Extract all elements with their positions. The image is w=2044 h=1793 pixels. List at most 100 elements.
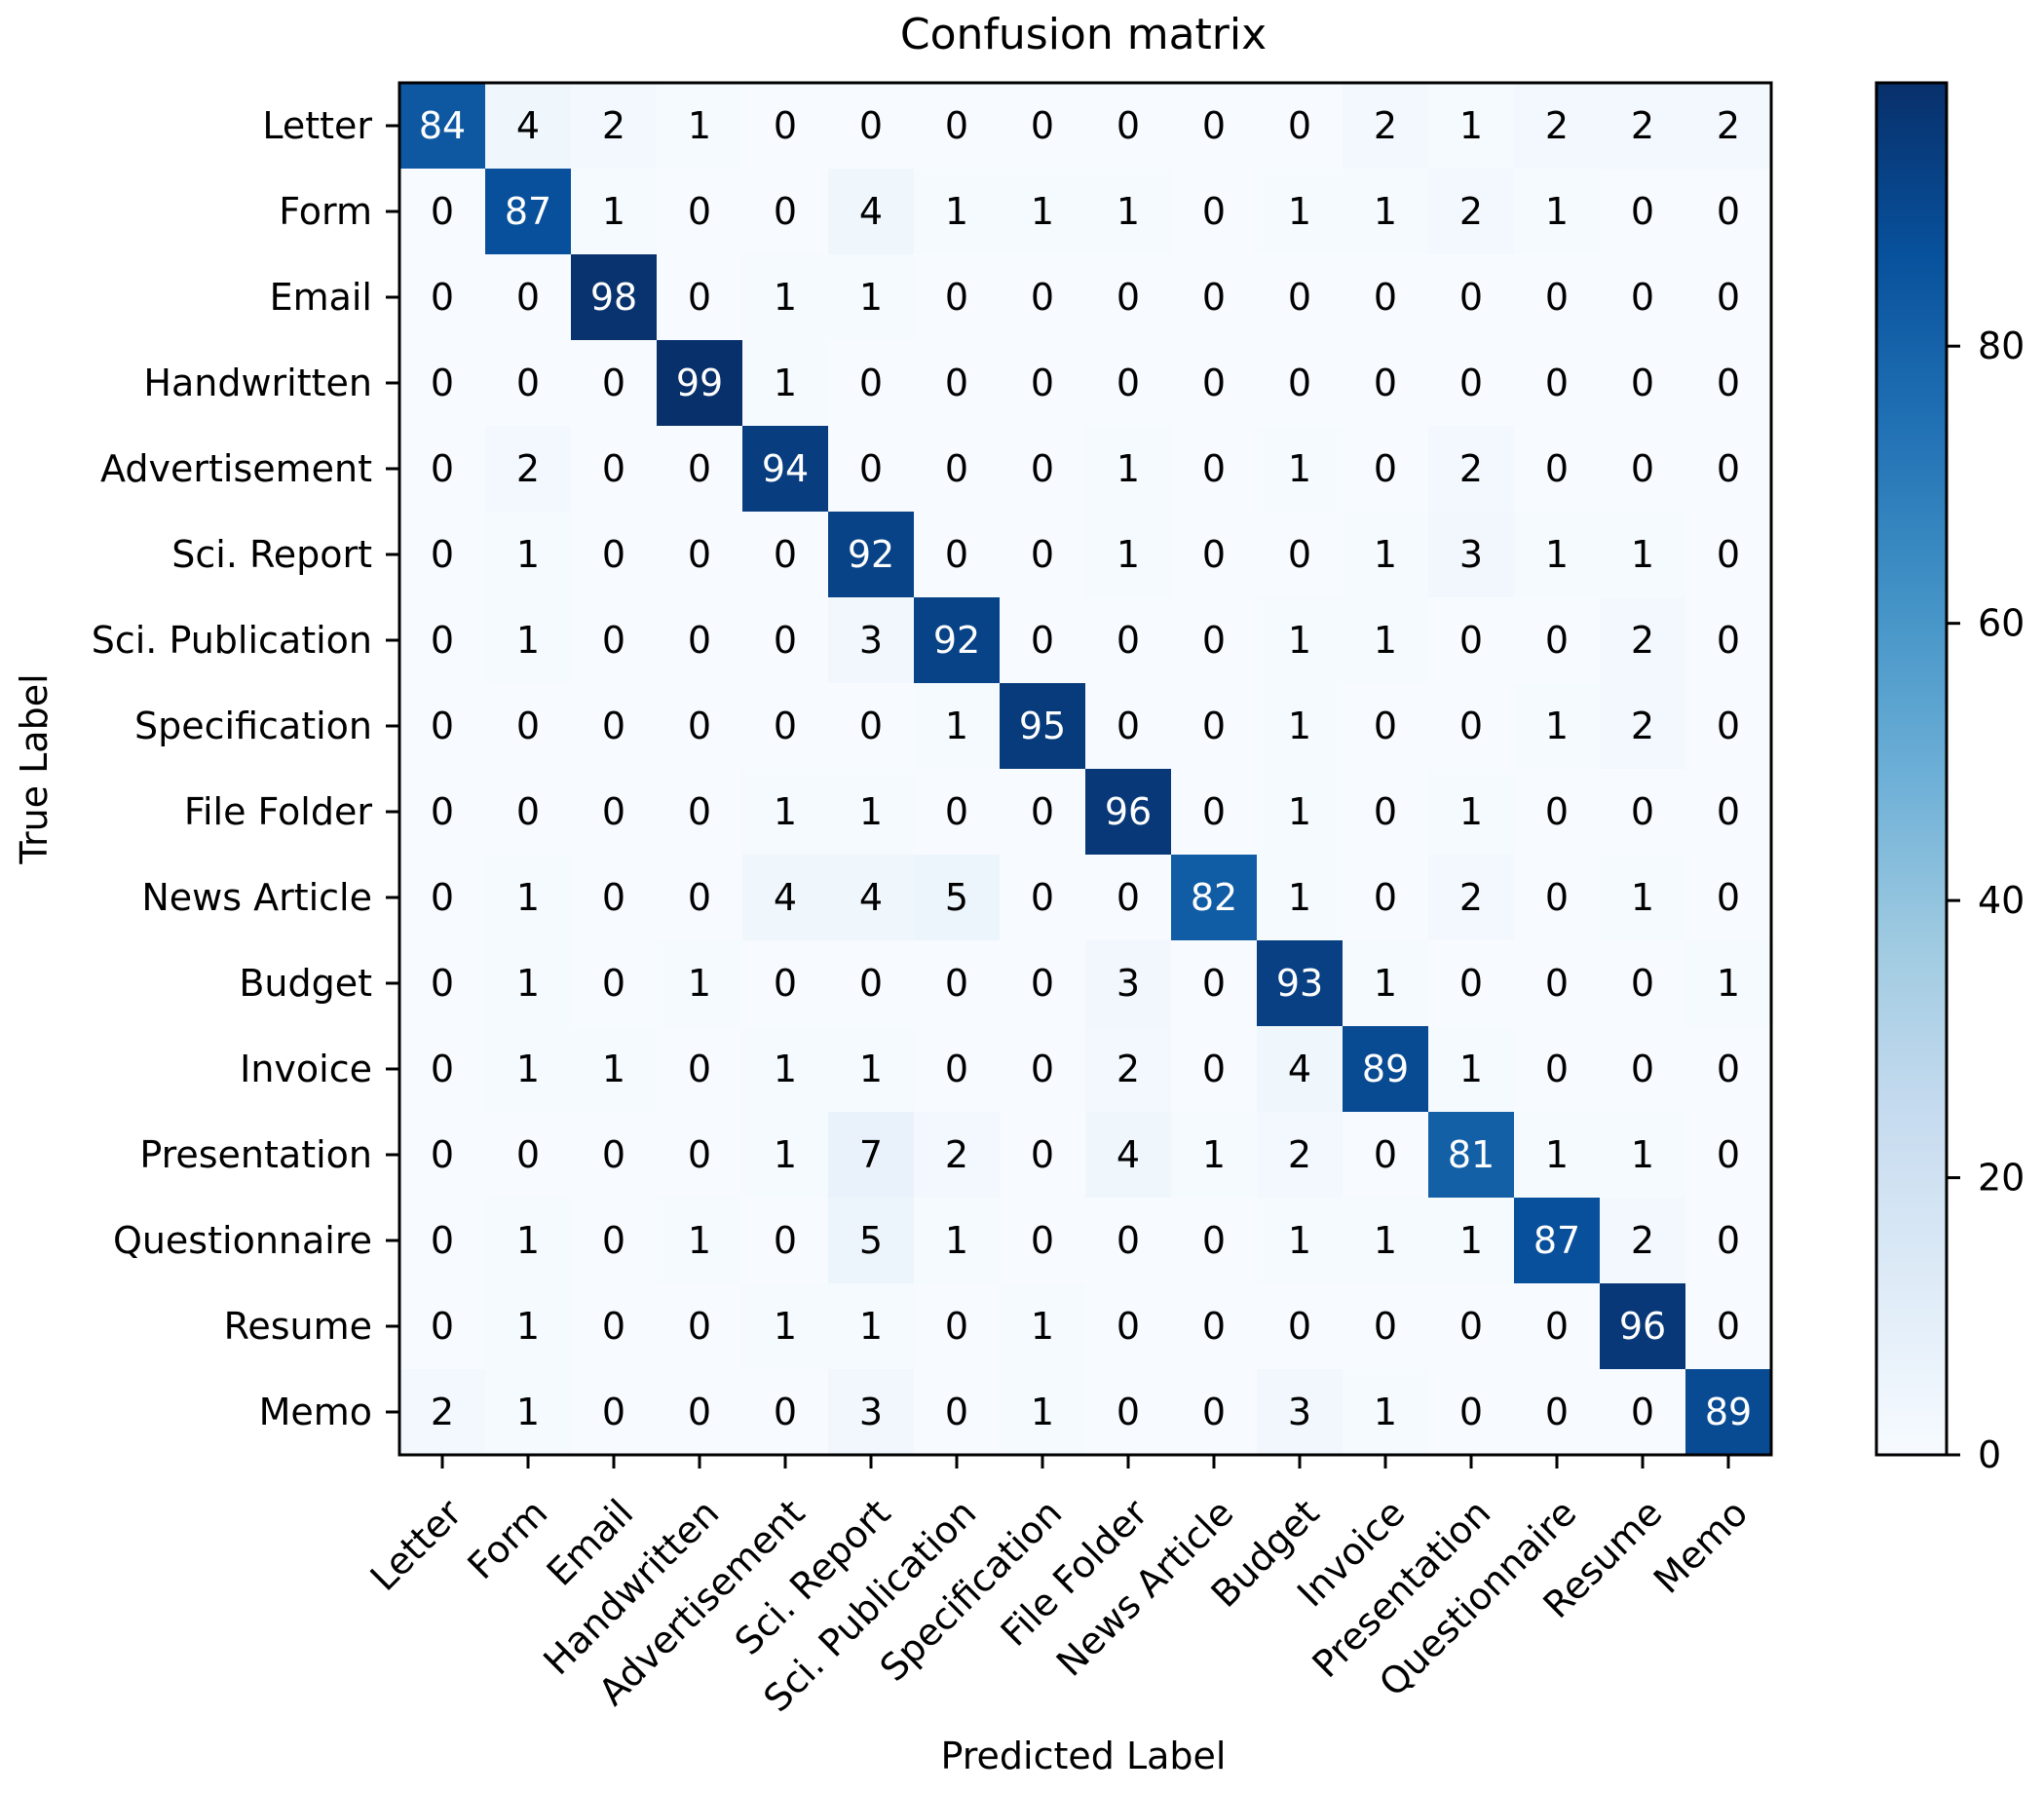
cell-value-label: 0: [774, 619, 797, 662]
cell-value-label: 0: [602, 1305, 625, 1348]
cell-value-label: 0: [774, 533, 797, 576]
cell-value-label: 3: [1288, 1391, 1311, 1433]
heatmap-cell: [571, 683, 658, 770]
heatmap-cell: [485, 597, 572, 684]
cell-value-label: 3: [1459, 533, 1483, 576]
cell-value-label: 1: [859, 790, 883, 833]
heatmap-cell: [1514, 340, 1601, 427]
heatmap-cell: [657, 769, 743, 856]
cell-value-label: 5: [945, 876, 968, 919]
heatmap-cell: [1085, 254, 1172, 341]
heatmap-cell: [1514, 1026, 1601, 1113]
heatmap-cell: [1000, 597, 1086, 684]
cell-value-label: 2: [1117, 1048, 1140, 1090]
cell-value-label: 1: [1288, 447, 1311, 490]
cell-value-label: 0: [1459, 1305, 1483, 1348]
heatmap-cell: [1428, 512, 1515, 598]
y-tick-label: Questionnaire: [113, 1219, 372, 1262]
cell-value-label: 0: [431, 447, 454, 490]
cell-value-label: 0: [1459, 962, 1483, 1005]
heatmap-cell: [1085, 1026, 1172, 1113]
cell-value-label: 0: [602, 705, 625, 747]
heatmap-cell: [1000, 426, 1086, 513]
cell-value-label: 0: [1031, 104, 1054, 147]
heatmap-cell: [1428, 426, 1515, 513]
cell-value-label: 0: [688, 619, 711, 662]
cell-value-label: 3: [859, 619, 883, 662]
x-tick-label: Form: [460, 1491, 556, 1587]
cell-value-label: 0: [1545, 619, 1569, 662]
y-tick-label: News Article: [141, 876, 372, 919]
heatmap-cell: [1685, 769, 1772, 856]
cell-value-label: 0: [431, 876, 454, 919]
cell-value-label: 0: [1631, 276, 1654, 319]
heatmap-cell: [1000, 683, 1086, 770]
heatmap-cell: [571, 1283, 658, 1370]
heatmap-cell: [1600, 855, 1686, 941]
heatmap-cell: [657, 855, 743, 941]
heatmap-cell: [1171, 1198, 1258, 1284]
heatmap-cell: [1085, 855, 1172, 941]
cell-value-label: 0: [945, 447, 968, 490]
heatmap-cell: [1171, 340, 1258, 427]
cell-value-label: 0: [774, 190, 797, 233]
heatmap-cell: [914, 254, 1001, 341]
heatmap-cell: [571, 769, 658, 856]
heatmap-cell: [1257, 940, 1344, 1027]
heatmap-cell: [1685, 1112, 1772, 1199]
y-tick-label: Invoice: [240, 1048, 372, 1090]
cell-value-label: 0: [431, 962, 454, 1005]
cell-value-label: 0: [1717, 1048, 1740, 1090]
x-axis-ticks: LetterFormEmailHandwrittenAdvertisementS…: [362, 1455, 1756, 1720]
cell-value-label: 0: [688, 1305, 711, 1348]
heatmap-cell: [1257, 597, 1344, 684]
heatmap-cell: [828, 1283, 915, 1370]
cell-value-label: 0: [1374, 705, 1397, 747]
cell-value-label: 2: [945, 1133, 968, 1176]
heatmap-cell: [1257, 512, 1344, 598]
heatmap-cell: [399, 855, 486, 941]
cell-value-label: 1: [516, 1219, 540, 1262]
cell-value-label: 1: [1459, 1219, 1483, 1262]
cell-value-label: 1: [602, 1048, 625, 1090]
heatmap-cell: [571, 1198, 658, 1284]
cell-value-label: 0: [1117, 276, 1140, 319]
cell-value-label: 0: [1202, 190, 1226, 233]
heatmap-cell: [742, 683, 829, 770]
colorbar-tick-label: 40: [1978, 879, 2025, 922]
heatmap-cell: [1685, 1283, 1772, 1370]
heatmap-cell: [1085, 1112, 1172, 1199]
heatmap-cell: [742, 1283, 829, 1370]
heatmap-cell: [571, 1112, 658, 1199]
heatmap-cell: [1514, 769, 1601, 856]
heatmap-cell: [485, 254, 572, 341]
y-axis-label: True Label: [13, 673, 56, 864]
cell-value-label: 2: [431, 1391, 454, 1433]
heatmap-cell: [914, 597, 1001, 684]
heatmap-cell: [485, 512, 572, 598]
heatmap-cell: [1000, 769, 1086, 856]
cell-value-label: 4: [774, 876, 797, 919]
cell-value-label: 0: [1374, 447, 1397, 490]
heatmap-cell: [1685, 597, 1772, 684]
heatmap-cell: [1600, 769, 1686, 856]
heatmap-cell: [1428, 1026, 1515, 1113]
cell-value-label: 0: [516, 276, 540, 319]
heatmap-cell: [828, 1112, 915, 1199]
heatmap-cell: [1514, 683, 1601, 770]
cell-value-label: 0: [1631, 447, 1654, 490]
cell-value-label: 0: [1545, 790, 1569, 833]
cell-value-label: 0: [431, 533, 454, 576]
cell-value-label: 0: [688, 276, 711, 319]
heatmap-cell: [1600, 169, 1686, 255]
heatmap-cell: [1343, 597, 1429, 684]
cell-value-label: 0: [774, 104, 797, 147]
heatmap-cell: [1257, 83, 1344, 170]
cell-value-label: 1: [1459, 104, 1483, 147]
heatmap-cell: [1685, 169, 1772, 255]
cell-value-label: 99: [676, 362, 723, 404]
cell-value-label: 1: [1374, 962, 1397, 1005]
heatmap-cell: [742, 855, 829, 941]
heatmap-cell: [1343, 940, 1429, 1027]
cell-value-label: 0: [859, 362, 883, 404]
